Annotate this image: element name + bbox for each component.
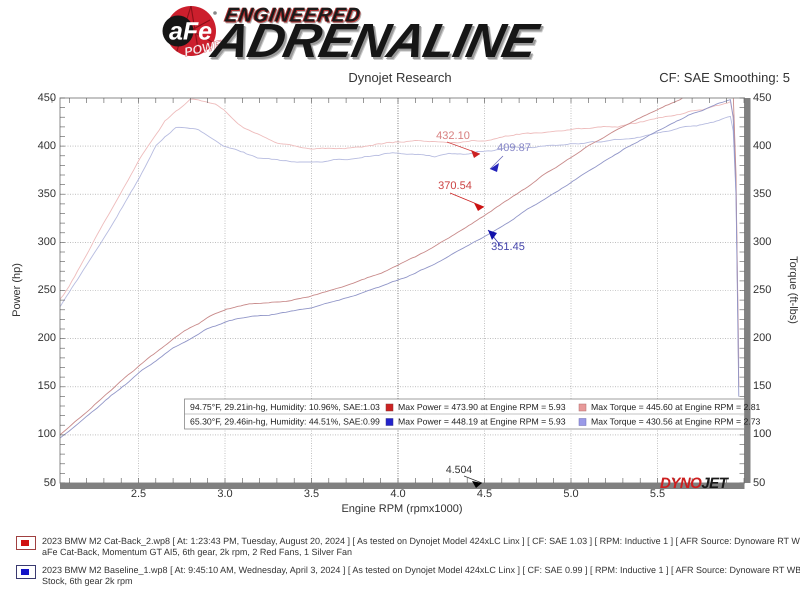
svg-text:Max Torque = 430.56 at Engine: Max Torque = 430.56 at Engine RPM = 2.73	[591, 417, 761, 427]
svg-text:5.0: 5.0	[563, 488, 578, 500]
svg-text:Engine RPM (rpmx1000): Engine RPM (rpmx1000)	[341, 503, 462, 515]
svg-text:100: 100	[38, 428, 56, 440]
svg-text:350: 350	[753, 188, 771, 200]
svg-text:50: 50	[753, 477, 765, 489]
svg-text:400: 400	[38, 140, 56, 152]
svg-text:300: 300	[753, 236, 771, 248]
svg-text:2.5: 2.5	[131, 488, 146, 500]
svg-text:50: 50	[44, 477, 56, 489]
svg-text:94.75°F, 29.21in-hg, Humidity:: 94.75°F, 29.21in-hg, Humidity: 10.96%, S…	[190, 402, 380, 412]
svg-text:250: 250	[38, 284, 56, 296]
svg-text:300: 300	[38, 236, 56, 248]
svg-text:351.45: 351.45	[491, 241, 525, 253]
svg-text:370.54: 370.54	[438, 180, 472, 192]
svg-text:Max Power = 448.19 at Engine R: Max Power = 448.19 at Engine RPM = 5.93	[398, 417, 566, 427]
svg-text:100: 100	[753, 428, 771, 440]
svg-text:450: 450	[38, 92, 56, 104]
svg-text:250: 250	[753, 284, 771, 296]
svg-text:400: 400	[753, 140, 771, 152]
svg-text:Power (hp): Power (hp)	[11, 263, 23, 317]
svg-text:350: 350	[38, 188, 56, 200]
svg-text:DYNOJET: DYNOJET	[660, 475, 730, 492]
svg-text:4.504: 4.504	[446, 464, 472, 476]
svg-text:4.0: 4.0	[390, 488, 405, 500]
svg-text:4.5: 4.5	[477, 488, 492, 500]
svg-text:409.87: 409.87	[497, 142, 531, 154]
svg-text:Max Torque = 445.60 at Engine: Max Torque = 445.60 at Engine RPM = 2.81	[591, 402, 761, 412]
svg-text:3.5: 3.5	[304, 488, 319, 500]
svg-text:432.10: 432.10	[436, 130, 470, 142]
svg-text:200: 200	[38, 332, 56, 344]
svg-text:150: 150	[753, 380, 771, 392]
svg-text:200: 200	[753, 332, 771, 344]
svg-text:Torque (ft-lbs): Torque (ft-lbs)	[787, 256, 799, 324]
svg-text:150: 150	[38, 380, 56, 392]
svg-text:450: 450	[753, 92, 771, 104]
svg-text:Max Power = 473.90 at Engine R: Max Power = 473.90 at Engine RPM = 5.93	[398, 402, 566, 412]
svg-text:65.30°F, 29.46in-hg, Humidity:: 65.30°F, 29.46in-hg, Humidity: 44.51%, S…	[190, 417, 380, 427]
svg-text:3.0: 3.0	[217, 488, 232, 500]
